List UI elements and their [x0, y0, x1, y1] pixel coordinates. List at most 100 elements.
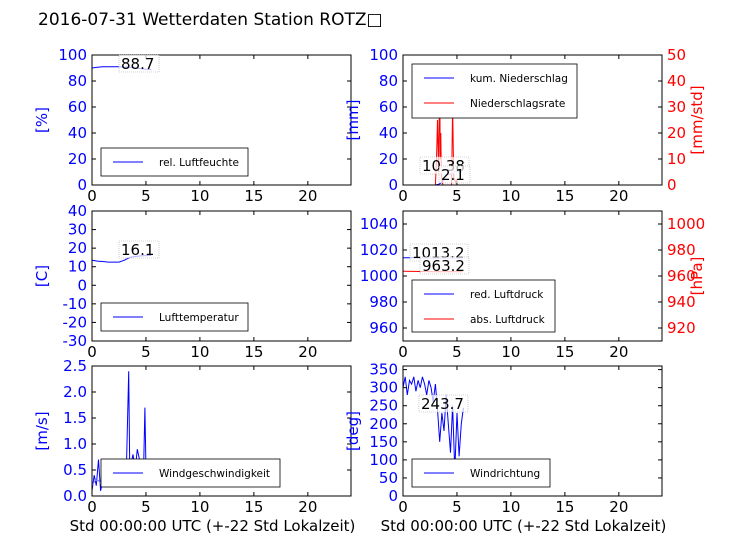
chart-panel-pressure: 0 5 10 15 20 960 980 1000 1020 1040 920 940 960 980 10…	[360, 210, 706, 361]
y-axis-label: [%]	[33, 107, 51, 133]
y-tick-label: -10	[63, 295, 88, 313]
y-tick-label: 100	[58, 46, 87, 64]
legend-box	[411, 279, 556, 333]
y-axis-label: [mm]	[344, 100, 362, 141]
x-tick-label: 10	[501, 498, 520, 516]
x-tick-label: 15	[244, 498, 263, 516]
y-tick-label: 40	[68, 202, 87, 220]
y-tick-label: 200	[369, 415, 398, 433]
legend-label: Niederschlagsrate	[470, 98, 565, 110]
y-tick-label: 1020	[360, 241, 398, 259]
y-tick-label: 150	[369, 433, 398, 451]
page-title: 2016-07-31 Wetterdaten Station ROTZ□	[38, 10, 383, 30]
y-tick-label-right: 920	[667, 319, 696, 337]
x-tick-label: 20	[609, 343, 628, 361]
x-tick-label: 20	[298, 343, 317, 361]
legend-label: Windgeschwindigkeit	[159, 468, 270, 480]
y-tick-label-right: 30	[667, 98, 686, 116]
x-tick-label: 5	[452, 187, 462, 205]
y-tick-label-right: 0	[667, 176, 677, 194]
y-tick-label: 1040	[360, 215, 398, 233]
y-tick-label: 0	[77, 276, 87, 294]
x-tick-label: 15	[244, 343, 263, 361]
plot-frame	[91, 54, 352, 186]
y-tick-label: 40	[379, 124, 398, 142]
x-tick-label: 20	[298, 498, 317, 516]
y-tick-label: 0	[77, 176, 87, 194]
series-line-winddir-0	[402, 376, 464, 471]
legend-label: red. Luftdruck	[470, 289, 544, 301]
x-axis-label: Std 00:00:00 UTC (+-22 Std Lokalzeit)	[381, 517, 667, 535]
y-tick-label: 1000	[360, 267, 398, 285]
y-tick-label: 30	[68, 221, 87, 239]
y-tick-label: 60	[379, 98, 398, 116]
annotation-box	[118, 54, 160, 73]
y-tick-label: 1.0	[63, 435, 87, 453]
x-tick-label: 20	[298, 187, 317, 205]
annotation-box	[418, 394, 469, 413]
legend-label: Lufttemperatur	[159, 312, 239, 324]
x-tick-label: 15	[555, 343, 574, 361]
x-tick-label: 10	[501, 187, 520, 205]
x-tick-label: 5	[452, 498, 462, 516]
y-tick-label: 20	[379, 150, 398, 168]
y-axis-label-right: [hPa]	[688, 257, 706, 296]
annotation-label: 963.2	[422, 257, 465, 275]
chart-panel-humidity: 0 5 10 15 20 0 20 40 60 80 100 [%] 88.7 rel. Luftfeuc…	[33, 46, 352, 205]
legend-box	[411, 63, 578, 119]
x-tick-label: 0	[398, 498, 408, 516]
y-tick-label: 1.5	[63, 409, 87, 427]
y-axis-label-right: [mm/std]	[688, 85, 706, 154]
x-tick-label: 0	[398, 187, 408, 205]
y-tick-label: -30	[63, 332, 88, 350]
legend-label: kum. Niederschlag	[470, 73, 568, 85]
chart-panel-windspeed: 0 5 10 15 20 0.0 0.5 1.0 1.5 2.0 2.5 [m/s] Std 00:00…	[33, 357, 355, 535]
x-tick-label: 10	[190, 187, 209, 205]
x-tick-label: 0	[398, 343, 408, 361]
legend-label: rel. Luftfeuchte	[159, 157, 239, 169]
x-tick-label: 10	[501, 343, 520, 361]
y-tick-label: 20	[68, 239, 87, 257]
y-tick-label: 50	[379, 469, 398, 487]
annotation-label: 16.1	[121, 241, 154, 259]
y-tick-label: 10	[68, 258, 87, 276]
y-tick-label: 300	[369, 379, 398, 397]
x-tick-label: 5	[141, 498, 151, 516]
y-tick-label: 0.5	[63, 461, 87, 479]
y-tick-label: 960	[369, 319, 398, 337]
annotation-label: 88.7	[121, 55, 154, 73]
plot-frame	[402, 54, 663, 186]
y-tick-label-right: 10	[667, 150, 686, 168]
x-tick-label: 10	[190, 498, 209, 516]
x-tick-label: 20	[609, 498, 628, 516]
y-tick-label: 60	[68, 98, 87, 116]
x-tick-label: 5	[141, 187, 151, 205]
x-tick-label: 5	[141, 343, 151, 361]
annotation-box	[419, 256, 470, 275]
x-tick-label: 0	[87, 187, 97, 205]
y-tick-label-right: 40	[667, 72, 686, 90]
y-tick-label-right: 960	[667, 267, 696, 285]
x-tick-label: 0	[87, 498, 97, 516]
x-axis-label: Std 00:00:00 UTC (+-22 Std Lokalzeit)	[70, 517, 356, 535]
y-axis-label: [C]	[33, 265, 51, 287]
y-tick-label-right: 50	[667, 46, 686, 64]
y-tick-label: 0	[388, 487, 398, 505]
x-tick-label: 20	[609, 187, 628, 205]
y-tick-label: -20	[63, 313, 88, 331]
annotation-label: 243.7	[421, 395, 464, 413]
x-tick-label: 5	[452, 343, 462, 361]
y-axis-label: [m/s]	[33, 411, 51, 450]
x-tick-label: 10	[190, 343, 209, 361]
y-tick-label: 2.0	[63, 383, 87, 401]
y-tick-label-right: 20	[667, 124, 686, 142]
y-axis-label: [deg]	[344, 411, 362, 451]
y-tick-label: 40	[68, 124, 87, 142]
y-tick-label: 250	[369, 397, 398, 415]
x-tick-label: 15	[244, 187, 263, 205]
y-tick-label-right: 940	[667, 293, 696, 311]
y-tick-label: 0.0	[63, 487, 87, 505]
annotation-box	[118, 240, 160, 259]
